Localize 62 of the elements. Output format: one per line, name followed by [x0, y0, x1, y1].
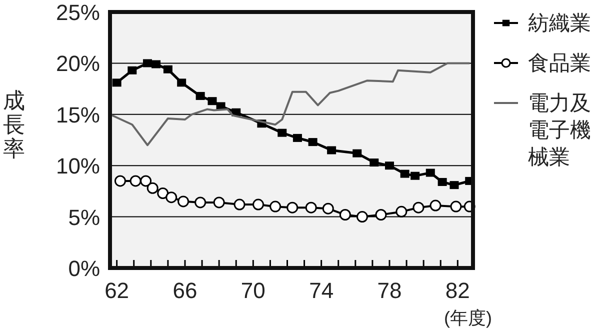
point [438, 178, 447, 186]
point [426, 168, 435, 177]
point [196, 92, 205, 100]
point [286, 202, 298, 214]
y-tick-label: 20% [56, 51, 100, 76]
x-tick-label: 74 [309, 278, 334, 303]
point [112, 78, 122, 87]
point [308, 138, 318, 146]
point [177, 78, 186, 87]
point [322, 202, 334, 214]
point [252, 198, 264, 210]
x-tick-label: 70 [240, 278, 266, 303]
x-tick-label: 62 [104, 278, 130, 303]
point [166, 192, 178, 204]
legend-label: 食品業 [528, 52, 591, 75]
y-tick-label: 15% [56, 102, 100, 128]
legend-label: 電力及電子機械業 [528, 92, 591, 169]
point [128, 66, 137, 74]
legend-label: 紡織業 [528, 12, 591, 35]
point [163, 65, 172, 74]
y-tick-label: 25% [56, 0, 100, 25]
point [450, 200, 462, 212]
point [146, 182, 158, 194]
point [352, 149, 362, 158]
y-tick-label: 0% [68, 256, 100, 281]
point [234, 198, 246, 210]
point [278, 128, 287, 137]
y-tick-label: 10% [56, 154, 100, 179]
x-tick-label: 78 [377, 278, 402, 303]
legend-食品業: 食品業 [494, 52, 591, 75]
point [114, 175, 126, 187]
point [142, 59, 152, 68]
y-tick-label: 5% [68, 204, 100, 230]
point [140, 175, 152, 187]
point [327, 146, 336, 154]
point [339, 209, 351, 220]
point [305, 202, 317, 214]
point [292, 134, 302, 142]
point [375, 209, 387, 220]
point [400, 170, 410, 178]
x-axis-title: (年度) [444, 308, 492, 328]
point [130, 175, 142, 187]
point [430, 200, 442, 212]
point [410, 172, 420, 180]
point [450, 181, 459, 190]
point [270, 200, 282, 212]
x-tick-label: 82 [445, 278, 470, 303]
point [384, 162, 394, 170]
legend-紡織業: 紡織業 [494, 12, 591, 35]
point [412, 202, 424, 214]
x-tick-label: 66 [172, 278, 198, 303]
point [356, 211, 368, 223]
point [370, 158, 379, 167]
point [152, 60, 161, 68]
point [208, 97, 217, 106]
point [213, 196, 225, 208]
point [194, 196, 206, 208]
point [157, 188, 169, 199]
point [178, 196, 190, 208]
point [396, 206, 408, 218]
y-axis-title: 成長率 [3, 88, 25, 161]
legend-電力及電子機械業: 電力及電子機械業 [494, 92, 591, 169]
